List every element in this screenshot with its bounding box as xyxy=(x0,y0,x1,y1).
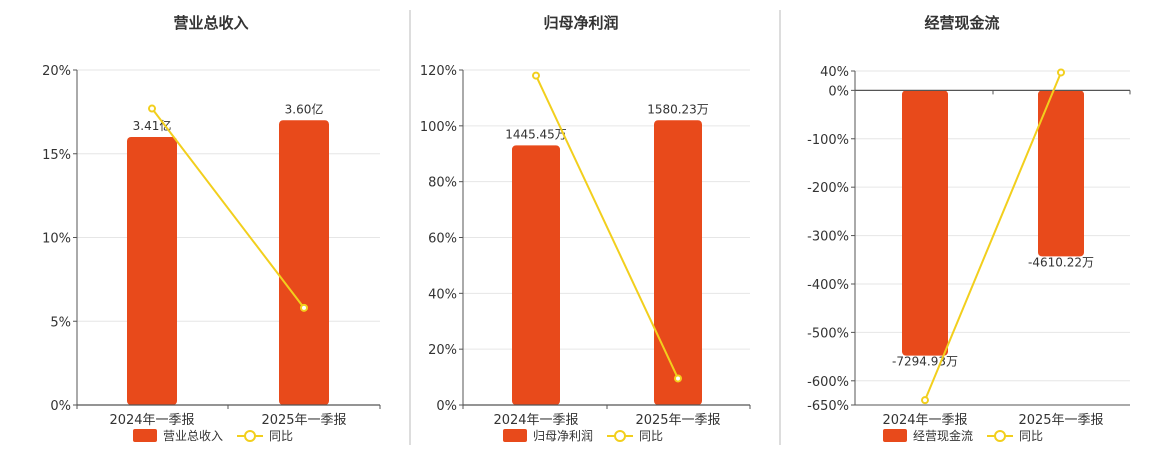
y-tick-label: 120% xyxy=(420,64,457,79)
x-tick-label: 2025年一季报 xyxy=(1018,413,1103,428)
y-tick-label: -650% xyxy=(807,399,849,414)
legend-line-marker xyxy=(994,430,1007,442)
y-tick-label: 20% xyxy=(428,343,457,358)
y-tick-label: -500% xyxy=(807,326,849,341)
y-tick-label: 15% xyxy=(42,148,71,163)
legend-bar-label: 经营现金流 xyxy=(913,428,973,443)
yoy-line xyxy=(924,72,1062,401)
legend-bar-label: 营业总收入 xyxy=(163,429,223,443)
legend-bar-label: 归母净利润 xyxy=(533,429,593,443)
bar xyxy=(127,137,177,405)
y-tick-label: 0% xyxy=(50,399,71,414)
chart-title: 营业总收入 xyxy=(173,14,248,32)
legend-line-label: 同比 xyxy=(269,429,293,443)
legend-line-label: 同比 xyxy=(1019,429,1043,443)
bar-data-label: -4610.22万 xyxy=(1028,255,1094,269)
bar-data-label: 3.60亿 xyxy=(285,101,324,116)
y-tick-label: 20% xyxy=(42,64,71,79)
y-tick-label: 0% xyxy=(436,399,457,414)
legend-bar-swatch xyxy=(503,429,527,442)
y-tick-label: 60% xyxy=(428,232,457,247)
bar-data-label: -7294.93万 xyxy=(892,355,958,369)
legend-line-marker xyxy=(244,430,257,442)
bar xyxy=(654,120,702,405)
y-tick-label: -600% xyxy=(807,375,849,390)
y-tick-label: -300% xyxy=(807,230,849,245)
bar xyxy=(512,145,560,405)
y-tick-label: 10% xyxy=(42,232,71,247)
bar xyxy=(902,90,948,356)
y-tick-label: 80% xyxy=(428,176,457,191)
yoy-point xyxy=(1057,68,1065,77)
chart-title: 归母净利润 xyxy=(543,14,618,32)
y-tick-label: -100% xyxy=(807,133,849,148)
yoy-point xyxy=(532,71,540,80)
yoy-line xyxy=(535,75,679,379)
chart-title: 经营现金流 xyxy=(924,14,999,32)
x-tick-label: 2024年一季报 xyxy=(882,413,967,428)
y-tick-label: 40% xyxy=(820,65,849,80)
yoy-point xyxy=(921,396,929,405)
yoy-point xyxy=(300,303,308,312)
legend-bar-swatch xyxy=(883,429,907,442)
bar xyxy=(279,120,329,405)
y-tick-label: 100% xyxy=(420,120,457,135)
yoy-line xyxy=(151,107,305,309)
bar xyxy=(1038,90,1084,257)
x-tick-label: 2024年一季报 xyxy=(493,413,578,428)
y-tick-label: 0% xyxy=(828,84,849,99)
legend-bar-swatch xyxy=(133,429,157,442)
legend-line-label: 同比 xyxy=(639,429,663,443)
x-tick-label: 2025年一季报 xyxy=(261,413,346,428)
y-tick-label: -400% xyxy=(807,278,849,293)
x-tick-label: 2024年一季报 xyxy=(109,413,194,428)
yoy-point xyxy=(148,104,156,113)
bar-data-label: 1445.45万 xyxy=(505,127,567,141)
legend-line-marker xyxy=(614,430,627,442)
x-tick-label: 2025年一季报 xyxy=(635,413,720,428)
bar-data-label: 1580.23万 xyxy=(647,102,709,116)
y-tick-label: -200% xyxy=(807,181,849,196)
y-tick-label: 5% xyxy=(50,315,71,330)
y-tick-label: 40% xyxy=(428,287,457,302)
yoy-point xyxy=(674,374,682,383)
